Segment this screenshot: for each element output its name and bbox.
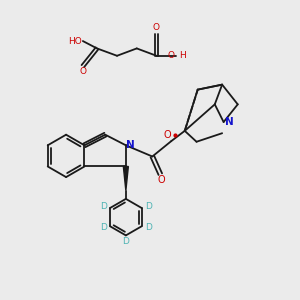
- Text: O: O: [153, 23, 160, 32]
- Text: O: O: [164, 130, 172, 140]
- Text: O: O: [167, 51, 174, 60]
- Polygon shape: [123, 167, 128, 191]
- Text: N: N: [224, 117, 233, 127]
- Text: HO: HO: [68, 37, 82, 46]
- Text: D: D: [100, 202, 107, 211]
- Text: O: O: [158, 175, 165, 185]
- Text: D: D: [100, 223, 107, 232]
- Text: D: D: [145, 223, 152, 232]
- Text: O: O: [80, 67, 87, 76]
- Text: N: N: [126, 140, 135, 150]
- Text: D: D: [122, 237, 129, 246]
- Text: H: H: [179, 51, 186, 60]
- Text: D: D: [145, 202, 152, 211]
